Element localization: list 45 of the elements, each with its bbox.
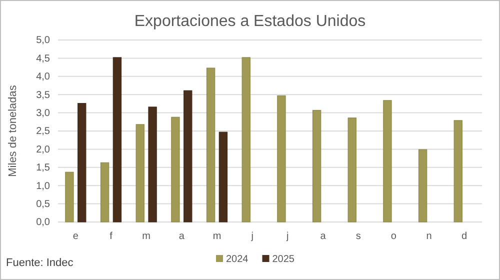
y-tick-label: 1,5 — [36, 162, 50, 174]
bar — [148, 106, 157, 222]
y-tick-label: 4,0 — [36, 72, 50, 83]
x-tick-label: d — [462, 231, 468, 242]
x-tick-label: j — [286, 231, 289, 242]
x-tick-label: m — [212, 231, 222, 242]
y-tick-label: 3,5 — [36, 90, 50, 101]
legend-label: 2024 — [226, 254, 249, 265]
x-tick-label: j — [250, 231, 254, 242]
bar — [418, 149, 428, 222]
bar — [136, 124, 144, 222]
y-tick-label: 0,5 — [36, 199, 50, 210]
y-tick-label: 4,5 — [36, 53, 50, 64]
bar — [100, 162, 110, 222]
bar — [184, 90, 192, 222]
bar — [78, 103, 86, 222]
bar — [171, 116, 180, 222]
x-tick-label: a — [178, 231, 185, 242]
bar — [65, 172, 74, 222]
bar — [112, 57, 122, 222]
y-tick-label: 3,0 — [36, 108, 50, 119]
y-tick-label: 2,0 — [36, 144, 50, 156]
y-tick-label: 0,0 — [36, 217, 50, 228]
y-tick-label: 1,0 — [36, 180, 50, 192]
bar — [383, 100, 392, 222]
bar — [454, 120, 462, 222]
x-tick-label: o — [390, 231, 397, 242]
x-tick-label: s — [356, 231, 361, 242]
x-tick-label: a — [320, 231, 326, 242]
y-axis-title: Miles de toneladas — [7, 84, 19, 177]
chart-title: Exportaciones a Estados Unidos — [134, 13, 366, 30]
bar — [348, 118, 356, 222]
legend-label: 2025 — [272, 254, 295, 265]
bar — [277, 95, 286, 222]
bar — [312, 110, 322, 222]
bar — [242, 57, 250, 222]
y-tick-label: 2,5 — [36, 126, 50, 138]
bar — [206, 68, 216, 222]
x-tick-label: m — [142, 231, 151, 242]
x-tick-label: n — [426, 231, 432, 242]
x-tick-label: e — [72, 231, 79, 242]
bar — [218, 132, 228, 222]
source-note: Fuente: Indec — [6, 257, 74, 269]
y-tick-label: 5,0 — [36, 35, 50, 46]
x-tick-label: f — [110, 231, 113, 242]
